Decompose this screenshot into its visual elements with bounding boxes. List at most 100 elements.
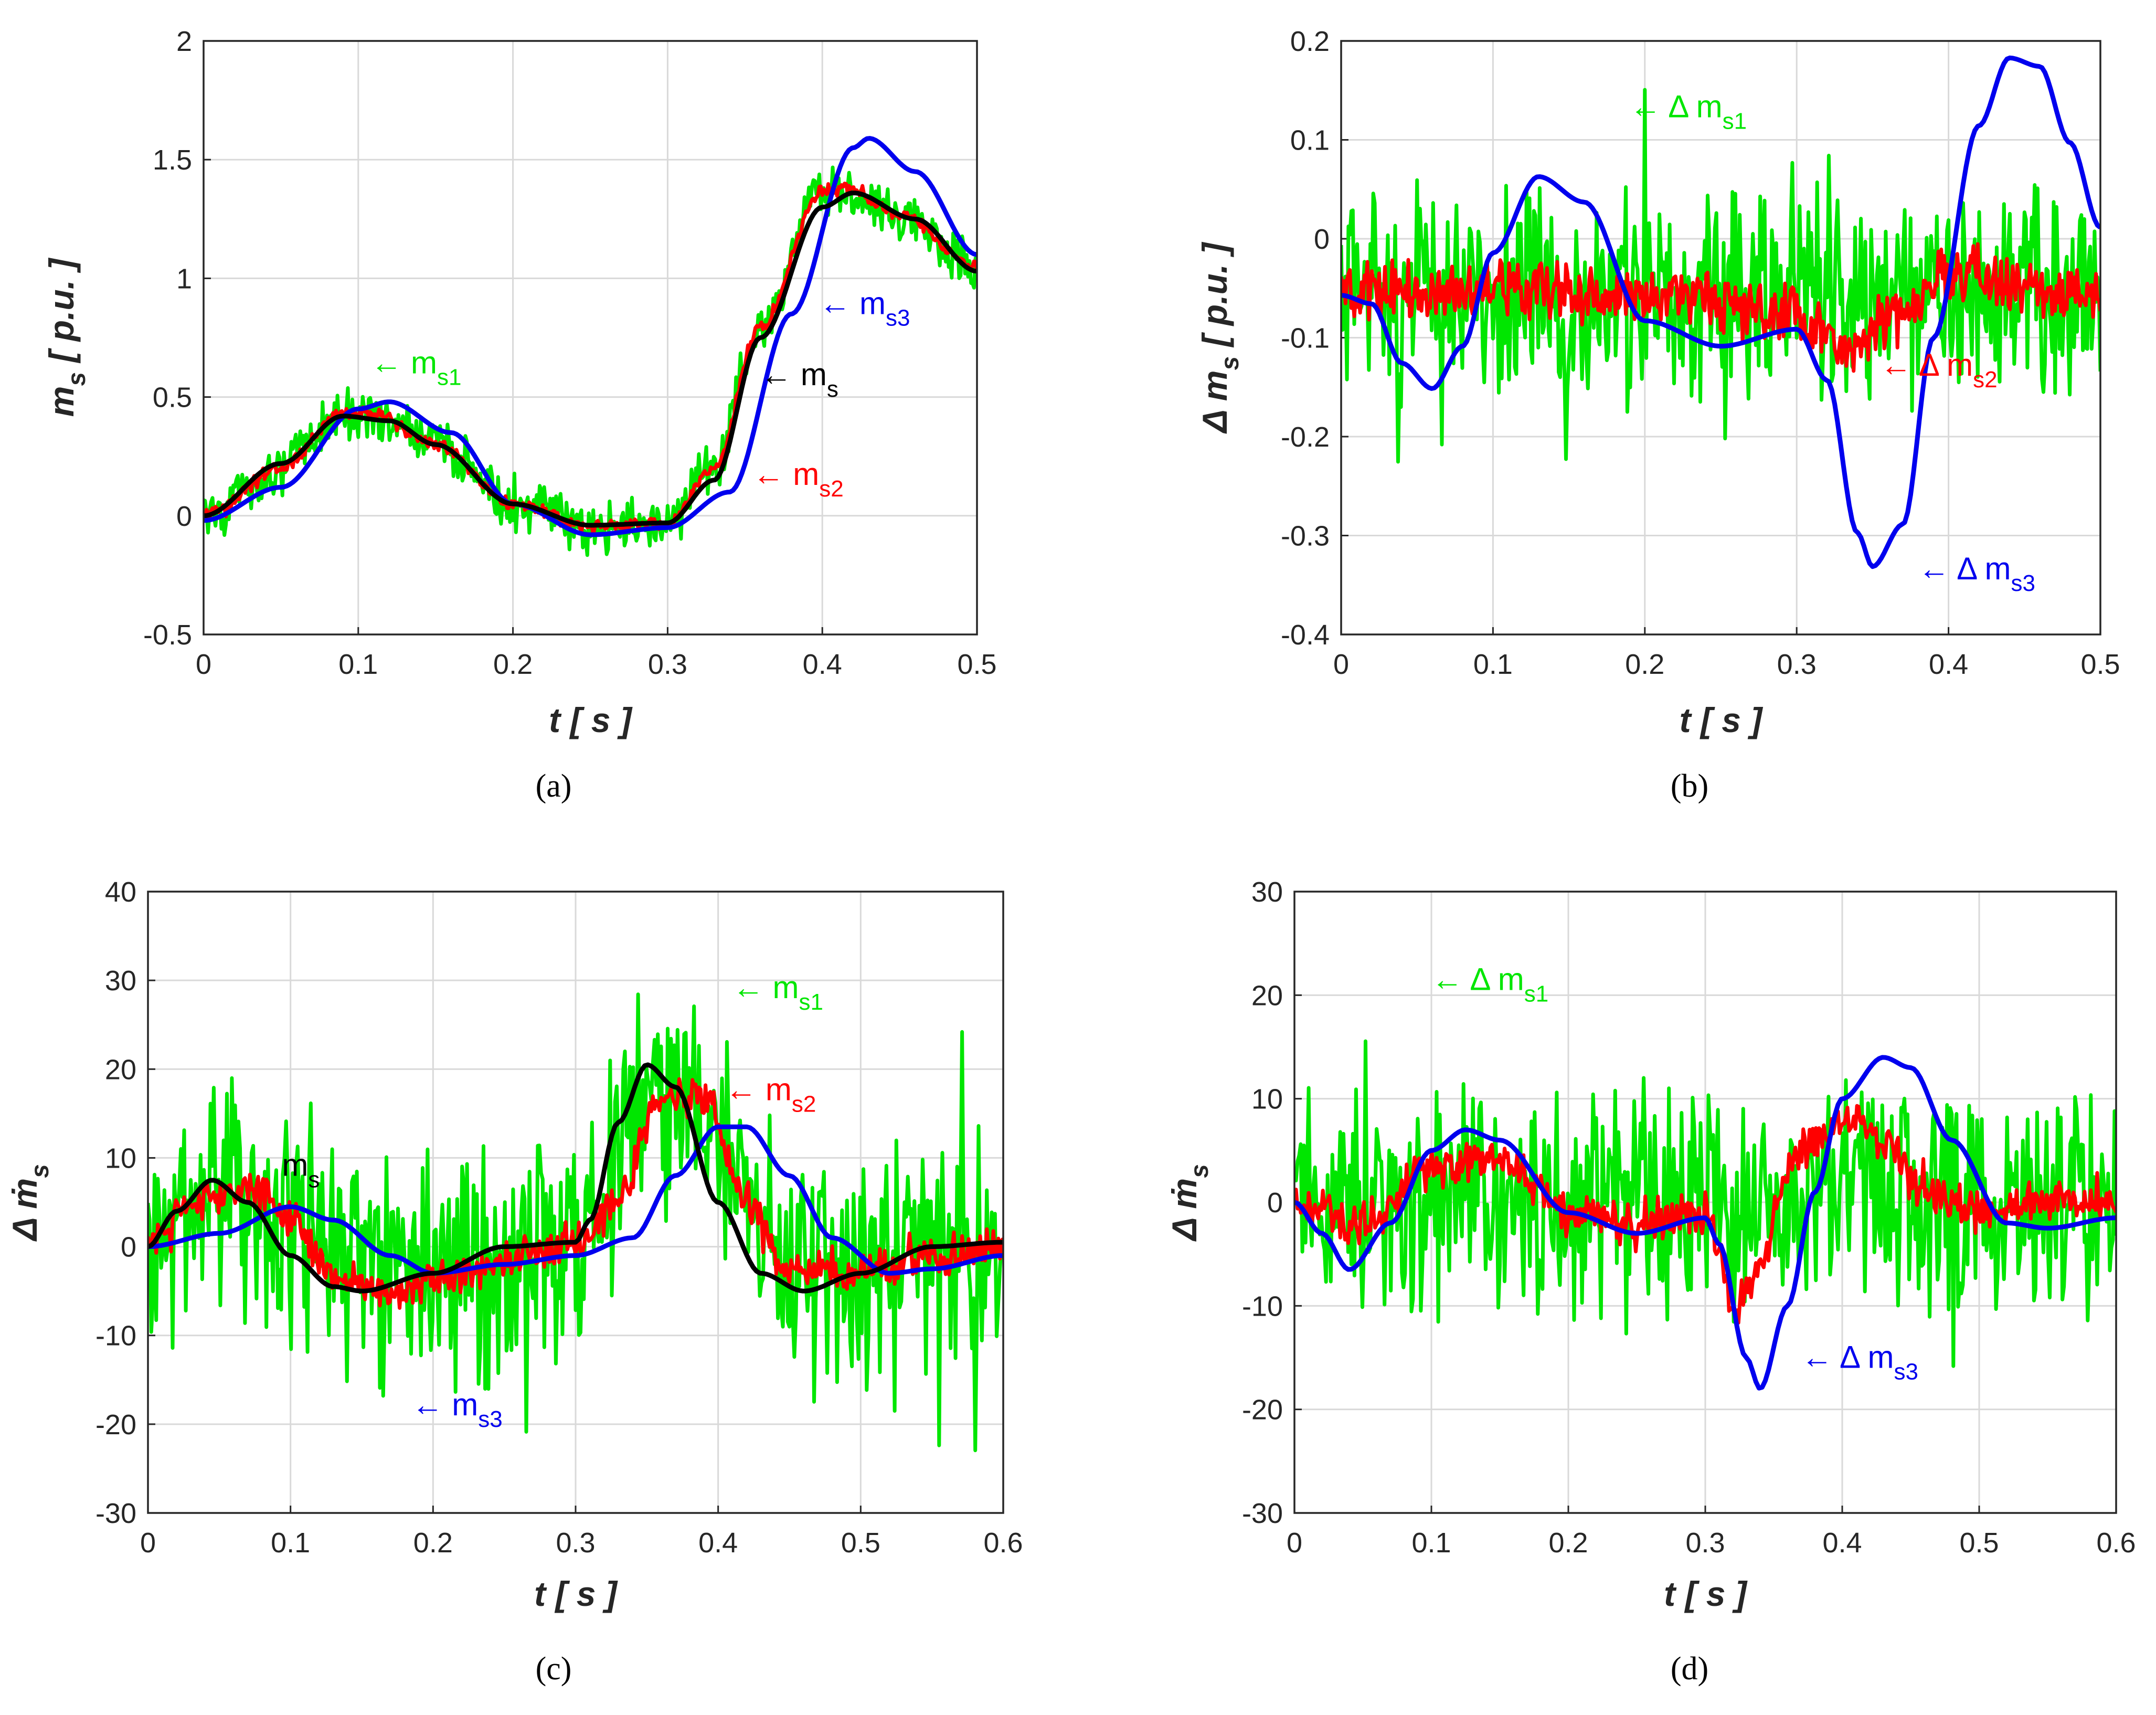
series-line--m-s2 (1294, 1104, 2116, 1325)
annotation-label: ← Δ ms3 (1918, 551, 2035, 596)
y-tick-label: 2 (176, 26, 192, 57)
x-tick-label: 0.1 (1473, 649, 1513, 680)
y-tick-label: 0 (176, 501, 192, 532)
annotation-label: ← ms1 (370, 345, 461, 390)
x-tick-label: 0.3 (648, 649, 687, 680)
series-line-m-s (204, 190, 977, 528)
series-line-m-s3 (204, 136, 977, 537)
x-tick-label: 0.6 (2096, 1527, 2136, 1559)
x-tick-label: 0.4 (1929, 649, 1968, 680)
x-tick-label: 0.4 (1822, 1527, 1862, 1559)
annotation-label: ← Δ ms2 (1880, 347, 1997, 393)
y-tick-label: 10 (105, 1142, 136, 1174)
y-tick-label: -20 (95, 1409, 136, 1441)
x-tick-label: 0.4 (803, 649, 842, 680)
y-tick-label: -30 (1242, 1498, 1283, 1529)
chart-panel-c: 0 0.1 0.2 0.3 0.4 0.5 0.6 -30 -20 -10 0 10 20 30 40 ← m… (5, 876, 1023, 1687)
y-tick-label: -0.3 (1281, 521, 1330, 552)
annotation-label: ← ms (760, 357, 838, 402)
series-line--m-s1 (1294, 1039, 2116, 1368)
y-tick-label: -0.5 (143, 619, 192, 651)
y-axis-label: Δ ms [ p.u. ] (1195, 242, 1244, 435)
y-tick-label: -10 (1242, 1290, 1283, 1322)
x-axis-label: t [ s ] (1664, 1574, 1748, 1613)
y-axis-label: Δ ṁs (5, 1164, 54, 1242)
y-tick-label: -30 (95, 1498, 136, 1529)
panel-label-c: (c) (536, 1651, 572, 1687)
x-axis-label: t [ s ] (1680, 701, 1764, 739)
annotation-label: ← Δ ms3 (1801, 1340, 1918, 1385)
annotation-label: ms (282, 1147, 320, 1192)
x-tick-label: 0.3 (1685, 1527, 1725, 1559)
y-tick-label: 0.1 (1290, 125, 1330, 156)
panel-label-d: (d) (1671, 1651, 1708, 1687)
x-tick-label: 0.2 (413, 1527, 453, 1559)
x-tick-label: 0.6 (983, 1527, 1023, 1559)
y-tick-label: 1 (176, 263, 192, 294)
x-tick-label: 0.5 (2080, 649, 2120, 680)
y-tick-label: -20 (1242, 1394, 1283, 1426)
x-tick-label: 0 (1287, 1527, 1302, 1559)
x-tick-label: 0.5 (841, 1527, 880, 1559)
series-line-m-s1 (204, 165, 977, 557)
annotation-label: ← ms1 (732, 970, 823, 1015)
x-tick-label: 0.3 (556, 1527, 595, 1559)
y-tick-label: 0 (1314, 224, 1330, 255)
y-tick-label: 0 (121, 1232, 136, 1263)
series-line--m-s2 (1341, 242, 2100, 373)
chart-panel-b: 0 0.1 0.2 0.3 0.4 0.5 -0.4 -0.3 -0.2 -0.1 0 0.1 0.2 ←… (1195, 26, 2120, 804)
chart-panel-d: 0 0.1 0.2 0.3 0.4 0.5 0.6 -30 -20 -10 0 10 20 30 ← Δ m… (1165, 876, 2136, 1687)
annotation-label: ← ms2 (753, 457, 844, 502)
panel-label-a: (a) (536, 768, 572, 804)
y-axis-label: Δ ṁs (1165, 1164, 1214, 1242)
y-tick-label: 30 (1251, 876, 1283, 908)
x-tick-label: 0 (140, 1527, 156, 1559)
x-tick-label: 0.3 (1777, 649, 1817, 680)
y-axis-label: ms [ p.u. ] (42, 258, 91, 417)
axes-frame (147, 891, 1004, 1514)
annotation-label: ← ms3 (819, 285, 910, 331)
y-tick-label: -10 (95, 1320, 136, 1352)
x-axis-label: t [ s ] (549, 701, 633, 739)
axes-frame (1293, 891, 2117, 1514)
x-tick-label: 0.1 (271, 1527, 310, 1559)
x-tick-label: 0.2 (1548, 1527, 1588, 1559)
annotation-label: ← Δ ms1 (1630, 89, 1747, 134)
chart-panel-a: 0 0.1 0.2 0.3 0.4 0.5-0.500.511.52← ms1← ms3←… (42, 26, 997, 804)
y-tick-label: -0.4 (1281, 619, 1330, 651)
series-line-m-s1 (148, 992, 1003, 1453)
annotation-label: ← ms3 (412, 1387, 503, 1432)
x-tick-label: 0.2 (493, 649, 533, 680)
axes-frame (203, 40, 978, 636)
x-axis-label: t [ s ] (534, 1574, 618, 1613)
y-tick-label: 30 (105, 965, 136, 997)
x-tick-label: 0.2 (1625, 649, 1664, 680)
y-tick-label: 0.2 (1290, 26, 1330, 57)
y-tick-label: 40 (105, 876, 136, 908)
y-tick-label: 0 (1267, 1187, 1283, 1219)
x-tick-label: 0.5 (1959, 1527, 1999, 1559)
y-tick-label: 20 (105, 1054, 136, 1085)
annotation-label: ← Δ ms1 (1431, 961, 1548, 1007)
y-tick-label: 0.5 (153, 382, 192, 414)
x-tick-label: 0.5 (957, 649, 996, 680)
y-tick-label: -0.2 (1281, 421, 1330, 453)
x-tick-label: 0 (196, 649, 211, 680)
annotation-label: ← ms2 (725, 1072, 816, 1117)
series-line--m-s3 (1341, 55, 2100, 569)
y-tick-label: -0.1 (1281, 323, 1330, 354)
series-line-m-s (148, 1062, 1003, 1294)
x-tick-label: 0.4 (698, 1527, 738, 1559)
series-line--m-s3 (1294, 1055, 2116, 1391)
y-tick-label: 10 (1251, 1084, 1283, 1115)
y-tick-label: 20 (1251, 980, 1283, 1011)
series-line-m-s3 (148, 1124, 1003, 1276)
series-line-m-s2 (204, 182, 977, 537)
x-tick-label: 0 (1333, 649, 1349, 680)
y-tick-label: 1.5 (153, 144, 192, 176)
axes-frame (1340, 40, 2101, 636)
x-tick-label: 0.1 (338, 649, 378, 680)
x-tick-label: 0.1 (1411, 1527, 1451, 1559)
panel-label-b: (b) (1671, 768, 1708, 804)
